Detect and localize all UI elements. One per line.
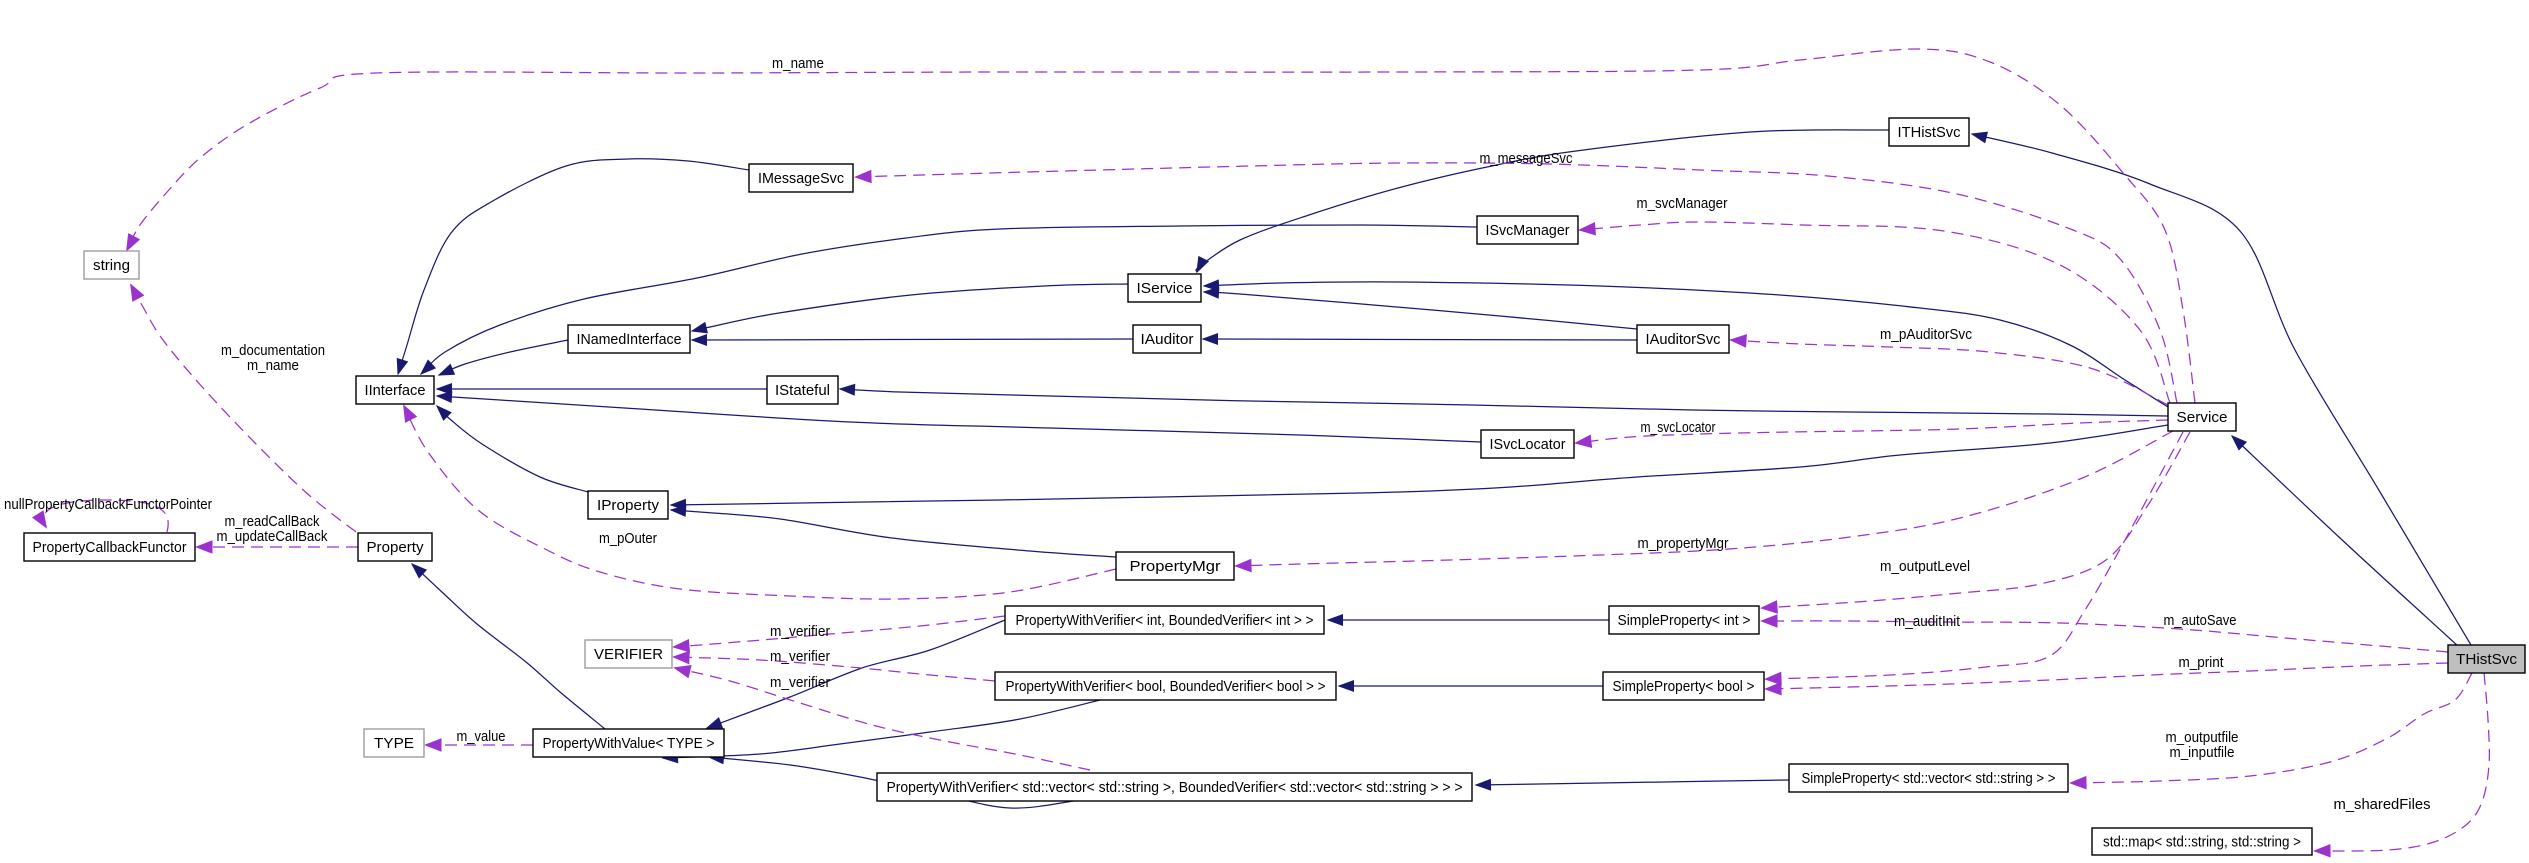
svg-text:m_documentation: m_documentation (221, 343, 325, 359)
svg-text:m_print: m_print (2179, 655, 2224, 671)
svg-text:IInterface: IInterface (365, 383, 426, 399)
svg-text:m_name: m_name (772, 56, 824, 72)
svg-text:IMessageSvc: IMessageSvc (758, 171, 844, 187)
svg-text:m_outputLevel: m_outputLevel (1880, 559, 1970, 575)
svg-text:m_verifier: m_verifier (770, 624, 830, 640)
svg-text:IAuditor: IAuditor (1141, 332, 1194, 348)
svg-text:m_name: m_name (247, 358, 299, 374)
svg-text:PropertyWithValue< TYPE >: PropertyWithValue< TYPE > (543, 736, 715, 752)
svg-text:m_auditInit: m_auditInit (1894, 614, 1960, 630)
svg-text:m_autoSave: m_autoSave (2164, 613, 2237, 629)
svg-text:m_verifier: m_verifier (770, 675, 830, 691)
svg-text:PropertyCallbackFunctor: PropertyCallbackFunctor (33, 540, 187, 556)
svg-text:PropertyWithVerifier< std::vec: PropertyWithVerifier< std::vector< std::… (887, 780, 1463, 796)
svg-text:Service: Service (2177, 410, 2228, 426)
svg-text:IService: IService (1137, 281, 1193, 297)
svg-text:m_inputfile: m_inputfile (2170, 745, 2235, 761)
svg-text:m_updateCallBack: m_updateCallBack (217, 529, 329, 545)
svg-text:m_pOuter: m_pOuter (599, 531, 657, 547)
svg-text:m_value: m_value (457, 729, 506, 745)
svg-text:string: string (93, 258, 130, 274)
svg-text:ISvcManager: ISvcManager (1486, 223, 1570, 239)
svg-text:VERIFIER: VERIFIER (594, 647, 663, 663)
svg-text:IAuditorSvc: IAuditorSvc (1646, 332, 1721, 348)
svg-text:m_sharedFiles: m_sharedFiles (2334, 797, 2431, 813)
svg-text:PropertyWithVerifier< int, Bou: PropertyWithVerifier< int, BoundedVerifi… (1016, 613, 1314, 629)
svg-text:m_readCallBack: m_readCallBack (225, 514, 321, 530)
svg-text:m_svcManager: m_svcManager (1637, 196, 1728, 212)
svg-text:m_svcLocator: m_svcLocator (1641, 420, 1716, 436)
svg-text:INamedInterface: INamedInterface (577, 332, 682, 348)
svg-text:THistSvc: THistSvc (2456, 652, 2517, 668)
svg-text:m_propertyMgr: m_propertyMgr (1638, 536, 1729, 552)
svg-text:SimpleProperty< bool >: SimpleProperty< bool > (1613, 679, 1755, 695)
svg-text:IProperty: IProperty (597, 498, 660, 514)
svg-text:ISvcLocator: ISvcLocator (1490, 437, 1566, 453)
svg-text:SimpleProperty< std::vector< s: SimpleProperty< std::vector< std::string… (1802, 771, 2056, 787)
svg-text:m_verifier: m_verifier (770, 649, 830, 665)
svg-text:TYPE: TYPE (374, 736, 414, 752)
svg-text:IStateful: IStateful (775, 383, 830, 399)
svg-text:nullPropertyCallbackFunctorPoi: nullPropertyCallbackFunctorPointer (4, 497, 212, 513)
svg-text:std::map< std::string, std::st: std::map< std::string, std::string > (2103, 835, 2301, 851)
svg-text:m_pAuditorSvc: m_pAuditorSvc (1880, 327, 1972, 343)
svg-text:ITHistSvc: ITHistSvc (1898, 125, 1961, 141)
svg-text:m_messageSvc: m_messageSvc (1480, 151, 1573, 167)
svg-text:Property: Property (367, 540, 425, 556)
svg-text:PropertyWithVerifier< bool, Bo: PropertyWithVerifier< bool, BoundedVerif… (1006, 679, 1326, 695)
svg-text:PropertyMgr: PropertyMgr (1130, 559, 1221, 575)
svg-text:SimpleProperty< int >: SimpleProperty< int > (1618, 613, 1751, 629)
svg-text:m_outputfile: m_outputfile (2166, 730, 2239, 746)
